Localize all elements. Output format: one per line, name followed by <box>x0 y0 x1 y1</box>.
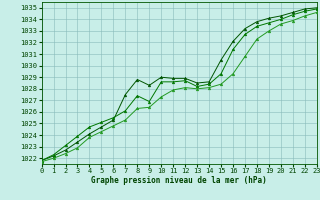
X-axis label: Graphe pression niveau de la mer (hPa): Graphe pression niveau de la mer (hPa) <box>91 176 267 185</box>
